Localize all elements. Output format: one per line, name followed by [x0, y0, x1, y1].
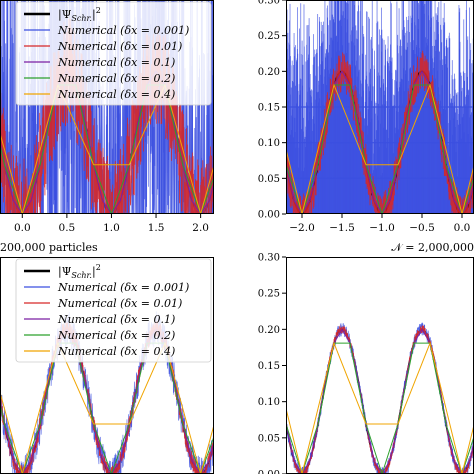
legend-label: Numerical (δx = 0.2) — [57, 329, 175, 342]
y-tick-label: 0.30 — [258, 0, 280, 7]
x-tick-label: 1.5 — [148, 222, 165, 234]
axes-frame — [0, 0, 214, 214]
y-tick-label: 0.20 — [258, 325, 280, 336]
y-tick-label: 0.00 — [258, 210, 280, 221]
legend-label: Numerical (δx = 0.01) — [57, 40, 182, 53]
series-5 — [286, 341, 474, 474]
x-tick-label: 2.0 — [192, 222, 209, 234]
chart-panel-bottom-right: 0.00 0.05 0.10 0.15 0.20 0.25 0.30 𝒩 = 2,000,00… — [258, 241, 474, 474]
legend-subscript: Schr. — [71, 271, 92, 280]
series-2 — [286, 325, 474, 474]
series-0 — [286, 328, 474, 474]
y-tick-label: 0.00 — [258, 470, 280, 474]
x-tick-label: −2.0 — [289, 222, 315, 234]
x-tick-label: 1.0 — [103, 222, 120, 234]
x-tick-label: −0.5 — [409, 222, 435, 234]
series-4 — [0, 342, 214, 474]
series-5 — [286, 83, 474, 214]
y-tick-label: 0.20 — [258, 67, 280, 78]
x-tick-label: 0.0 — [14, 222, 31, 234]
series-5 — [0, 341, 214, 474]
chart-title: 200,000 particles — [0, 241, 98, 254]
legend-box — [15, 1, 212, 106]
legend-label: Numerical (δx = 0.001) — [57, 281, 189, 294]
legend-label: Numerical (δx = 0.01) — [57, 297, 182, 310]
legend-label: Numerical (δx = 0.4) — [57, 88, 175, 101]
series-2 — [0, 18, 214, 214]
y-tick-label: 0.25 — [258, 289, 280, 300]
plot-area — [0, 311, 214, 474]
legend-subscript: Schr. — [71, 14, 92, 23]
chart-panel-top-right: −2.0 −1.5 −1.0 −0.5 0.0 0.00 0.05 0.10 0.15 0.20 0… — [258, 0, 474, 234]
y-tick-label: 0.10 — [258, 397, 280, 408]
legend-label: Numerical (δx = 0.4) — [57, 345, 175, 358]
y-tick-label: 0.05 — [258, 174, 280, 185]
legend-bar: | — [92, 265, 96, 279]
legend-label: Numerical (δx = 0.2) — [57, 72, 175, 85]
legend-superscript: 2 — [96, 263, 101, 272]
legend-label: Numerical (δx = 0.1) — [57, 56, 175, 69]
plot-area — [286, 322, 474, 474]
chart-title: 𝒩 = 2,000,000 — [391, 241, 474, 254]
series-4 — [286, 84, 474, 214]
x-tick-label: 0.5 — [59, 222, 76, 234]
legend-superscript: 2 — [96, 6, 101, 15]
plot-area — [286, 0, 474, 214]
y-tick-label: 0.30 — [258, 253, 280, 264]
series-4 — [0, 84, 214, 214]
y-tick-label: 0.15 — [258, 361, 280, 372]
x-tick-label: −1.0 — [369, 222, 395, 234]
series-2 — [286, 50, 474, 214]
y-tick-label: 0.10 — [258, 138, 280, 149]
y-tick-label: 0.15 — [258, 103, 280, 114]
legend-label: Numerical (δx = 0.1) — [57, 313, 175, 326]
legend-box — [15, 258, 212, 363]
x-tick-label: 0.0 — [454, 222, 471, 234]
y-tick-label: 0.05 — [258, 433, 280, 444]
series-4 — [286, 342, 474, 474]
y-tick-label: 0.25 — [258, 31, 280, 42]
series-5 — [0, 83, 214, 214]
series-1 — [286, 322, 474, 474]
legend-bar: | — [92, 8, 96, 22]
legend-label: Numerical (δx = 0.001) — [57, 24, 189, 37]
x-tick-label: −1.5 — [329, 222, 355, 234]
